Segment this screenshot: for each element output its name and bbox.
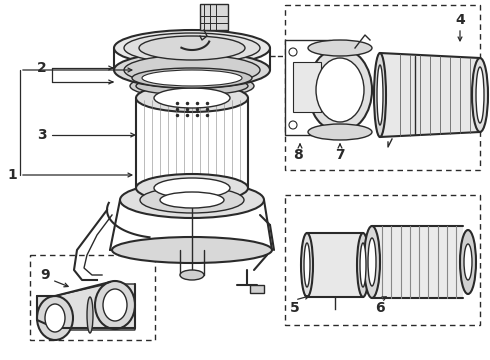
Text: 3: 3 (37, 128, 47, 142)
Text: 8: 8 (293, 148, 303, 162)
Ellipse shape (180, 270, 204, 280)
Ellipse shape (136, 77, 248, 95)
Bar (285, 5, 480, 170)
Ellipse shape (357, 233, 369, 297)
Text: 7: 7 (335, 148, 345, 162)
Ellipse shape (130, 74, 254, 98)
Bar (250, 285, 264, 293)
Bar (285, 40, 330, 135)
Ellipse shape (136, 84, 248, 112)
Ellipse shape (87, 297, 93, 333)
Ellipse shape (132, 68, 252, 88)
Ellipse shape (377, 65, 383, 125)
Ellipse shape (472, 58, 488, 132)
Polygon shape (37, 284, 135, 330)
Ellipse shape (154, 88, 230, 108)
Ellipse shape (112, 237, 272, 263)
Text: 5: 5 (290, 301, 300, 315)
Bar (285, 195, 480, 325)
Ellipse shape (114, 30, 270, 66)
Ellipse shape (308, 40, 372, 56)
Ellipse shape (37, 296, 73, 340)
Ellipse shape (368, 238, 376, 286)
Ellipse shape (124, 33, 260, 63)
Ellipse shape (154, 178, 230, 198)
Ellipse shape (304, 243, 310, 287)
Bar (200, 4, 228, 30)
Ellipse shape (95, 281, 135, 329)
Ellipse shape (140, 187, 244, 213)
Ellipse shape (45, 304, 65, 332)
Ellipse shape (460, 230, 476, 294)
Ellipse shape (289, 48, 297, 56)
Ellipse shape (120, 182, 264, 218)
Ellipse shape (374, 53, 386, 137)
Bar (30, 255, 155, 340)
Ellipse shape (114, 52, 270, 88)
Ellipse shape (316, 58, 364, 122)
Ellipse shape (364, 226, 380, 298)
Text: 1: 1 (7, 168, 17, 182)
Ellipse shape (301, 233, 313, 297)
Ellipse shape (308, 48, 372, 132)
Text: 9: 9 (40, 268, 50, 282)
Text: 6: 6 (375, 301, 385, 315)
Ellipse shape (142, 70, 242, 86)
Ellipse shape (308, 124, 372, 140)
Polygon shape (380, 53, 480, 137)
Ellipse shape (289, 121, 297, 129)
Text: 4: 4 (455, 13, 465, 27)
Ellipse shape (464, 244, 472, 280)
Ellipse shape (124, 55, 260, 85)
Ellipse shape (360, 243, 366, 287)
Bar (372, 226, 463, 298)
Ellipse shape (136, 174, 248, 202)
Bar (307, 233, 363, 297)
Ellipse shape (476, 67, 484, 123)
Text: 2: 2 (37, 61, 47, 75)
Ellipse shape (160, 192, 224, 208)
Bar (293, 62, 321, 112)
Ellipse shape (139, 36, 245, 60)
Ellipse shape (103, 289, 127, 321)
